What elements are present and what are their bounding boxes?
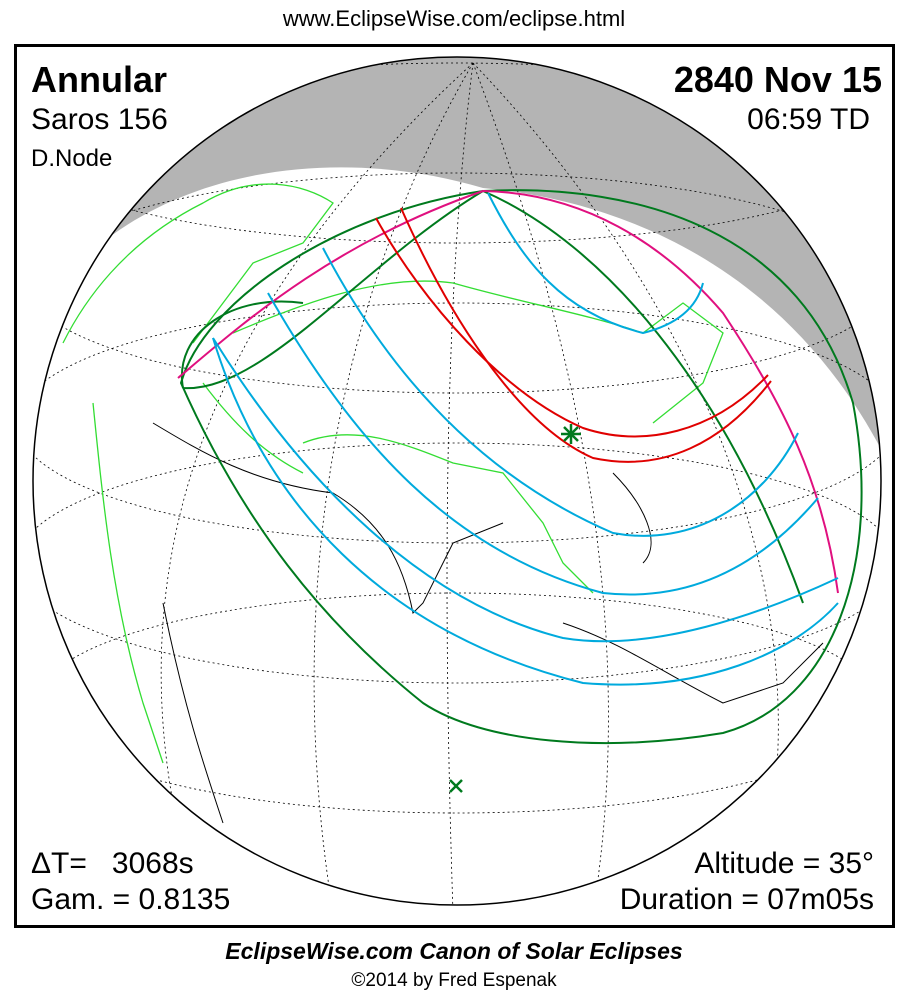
globe-map xyxy=(32,56,882,906)
globe xyxy=(33,57,881,905)
central-path-south-limit xyxy=(400,207,772,463)
duration: Duration = 07m05s xyxy=(619,883,874,916)
node: D.Node xyxy=(31,145,113,172)
globe-outline xyxy=(32,56,882,906)
penumbra-edge xyxy=(177,189,839,594)
map-frame: Annular Saros 156 D.Node 2840 Nov 15 06:… xyxy=(14,44,895,928)
x-icon xyxy=(449,779,463,793)
source-url: www.EclipseWise.com/eclipse.html xyxy=(282,6,626,31)
star-icon xyxy=(561,424,581,444)
coastlines-borders xyxy=(62,183,724,764)
night-region xyxy=(33,57,881,473)
eclipse-date: 2840 Nov 15 xyxy=(673,59,882,100)
gamma: Gam. = 0.8135 xyxy=(31,883,231,916)
saros-number: Saros 156 xyxy=(31,103,168,136)
inner-rise-set-curve xyxy=(180,189,804,604)
outer-rise-set-curve xyxy=(179,189,863,744)
delta-t: ΔT= 3068s xyxy=(31,847,194,880)
footer-title: EclipseWise.com Canon of Solar Eclipses xyxy=(225,938,683,964)
footer-copyright: ©2014 by Fred Espenak xyxy=(351,970,557,991)
eclipse-type: Annular xyxy=(31,59,168,100)
eclipse-time: 06:59 TD xyxy=(747,103,870,136)
altitude: Altitude = 35° xyxy=(694,847,874,880)
central-path-north-limit xyxy=(375,217,769,438)
partial-eclipse-curves xyxy=(212,192,839,686)
